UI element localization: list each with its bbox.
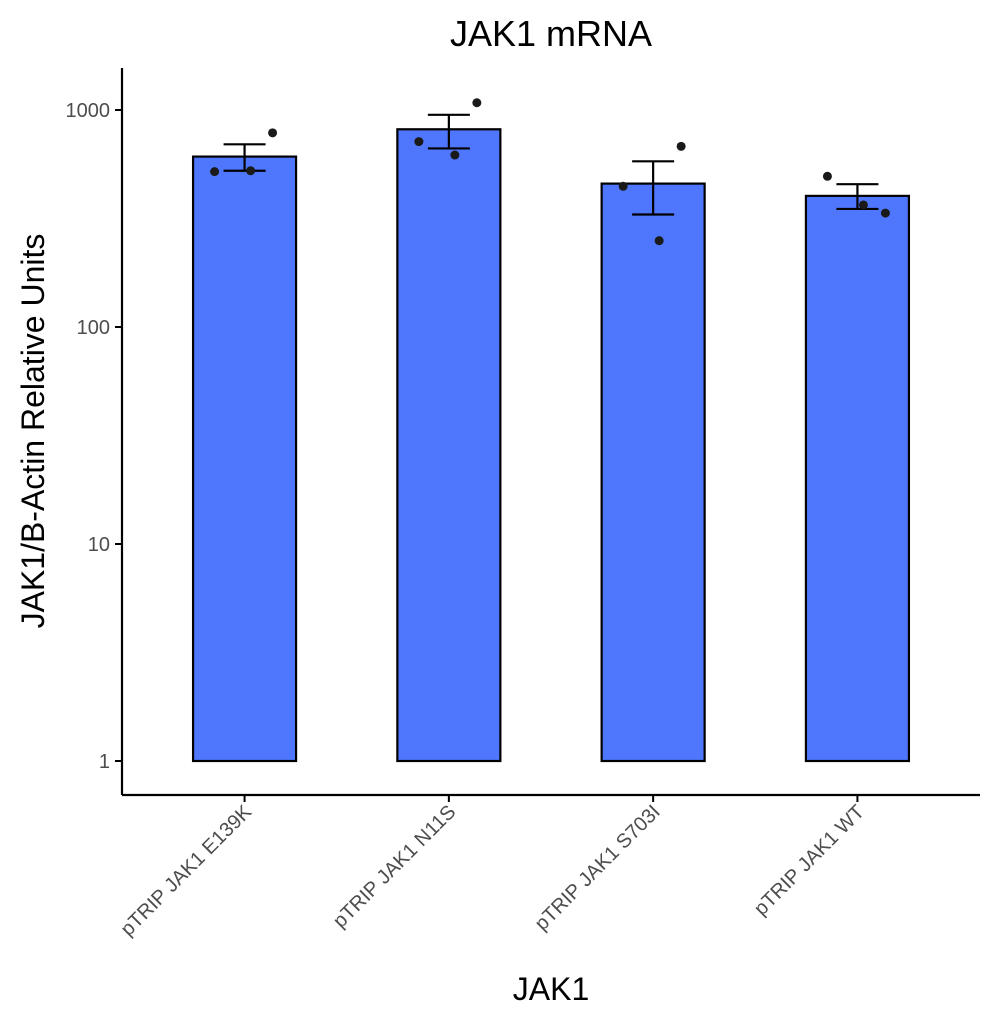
y-tick-label: 1	[99, 751, 110, 773]
bar	[600, 182, 706, 763]
data-point	[618, 181, 628, 191]
data-point	[880, 208, 890, 218]
x-tick-label: pTRIP JAK1 N11S	[329, 801, 460, 932]
x-tick-label: pTRIP JAK1 WT	[750, 801, 869, 920]
data-point	[676, 141, 686, 151]
x-tick-label: pTRIP JAK1 E139K	[117, 801, 257, 941]
data-point	[472, 98, 482, 108]
bar	[804, 194, 911, 763]
bar	[396, 128, 502, 763]
data-point	[414, 137, 424, 147]
y-tick-label: 100	[77, 317, 110, 339]
data-point	[210, 167, 220, 177]
y-tick-label: 10	[88, 534, 110, 556]
bar	[191, 155, 298, 763]
data-point	[268, 128, 278, 138]
plot-area: 1 10 100 1000 pTRIP JAK1 E139K pTRIP JAK1 N11…	[66, 68, 980, 941]
data-point	[654, 236, 664, 246]
data-point	[822, 171, 832, 181]
x-axis-title: JAK1	[513, 971, 589, 1007]
y-tick-label: 1000	[66, 100, 111, 122]
y-axis-title: JAK1/B-Actin Relative Units	[15, 234, 51, 629]
data-point	[858, 200, 868, 210]
x-tick-label: pTRIP JAK1 S703I	[531, 801, 665, 935]
data-point	[450, 150, 460, 160]
data-point	[246, 166, 256, 176]
chart-title: JAK1 mRNA	[450, 13, 652, 54]
